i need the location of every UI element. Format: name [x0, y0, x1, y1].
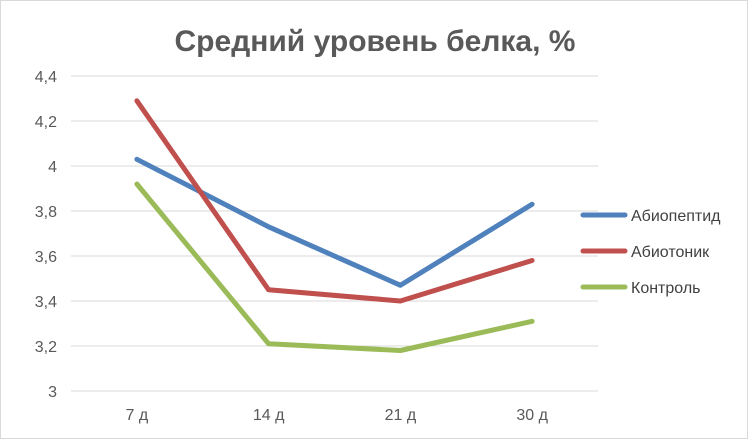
y-axis: 3 3,2 3,4 3,6 3,8 4 4,2 4,4	[35, 69, 57, 401]
x-tick-label: 30 д	[516, 407, 548, 424]
x-tick-label: 14 д	[253, 407, 285, 424]
series-line-1	[134, 98, 535, 304]
series-line-2	[134, 181, 535, 353]
legend-label: Абиопептид	[631, 208, 721, 225]
series-lines	[134, 98, 535, 353]
x-axis: 7 д 14 д 21 д 30 д	[126, 407, 549, 424]
x-tick-label: 7 д	[126, 407, 149, 424]
y-tick-label: 3,2	[35, 339, 57, 356]
legend: Абиопептид Абиотоник Контроль	[580, 208, 721, 297]
chart-title: Средний уровень белка, %	[175, 25, 576, 58]
legend-label: Контроль	[631, 280, 701, 297]
y-tick-label: 3	[48, 384, 57, 401]
series-line-0	[134, 156, 535, 288]
y-tick-label: 4,2	[35, 114, 57, 131]
y-tick-label: 3,4	[35, 294, 57, 311]
x-tick-label: 21 д	[385, 407, 417, 424]
y-tick-label: 4,4	[35, 69, 57, 86]
y-tick-label: 3,6	[35, 249, 57, 266]
y-tick-label: 4	[48, 159, 57, 176]
y-tick-label: 3,8	[35, 204, 57, 221]
legend-label: Абиотоник	[631, 244, 710, 261]
